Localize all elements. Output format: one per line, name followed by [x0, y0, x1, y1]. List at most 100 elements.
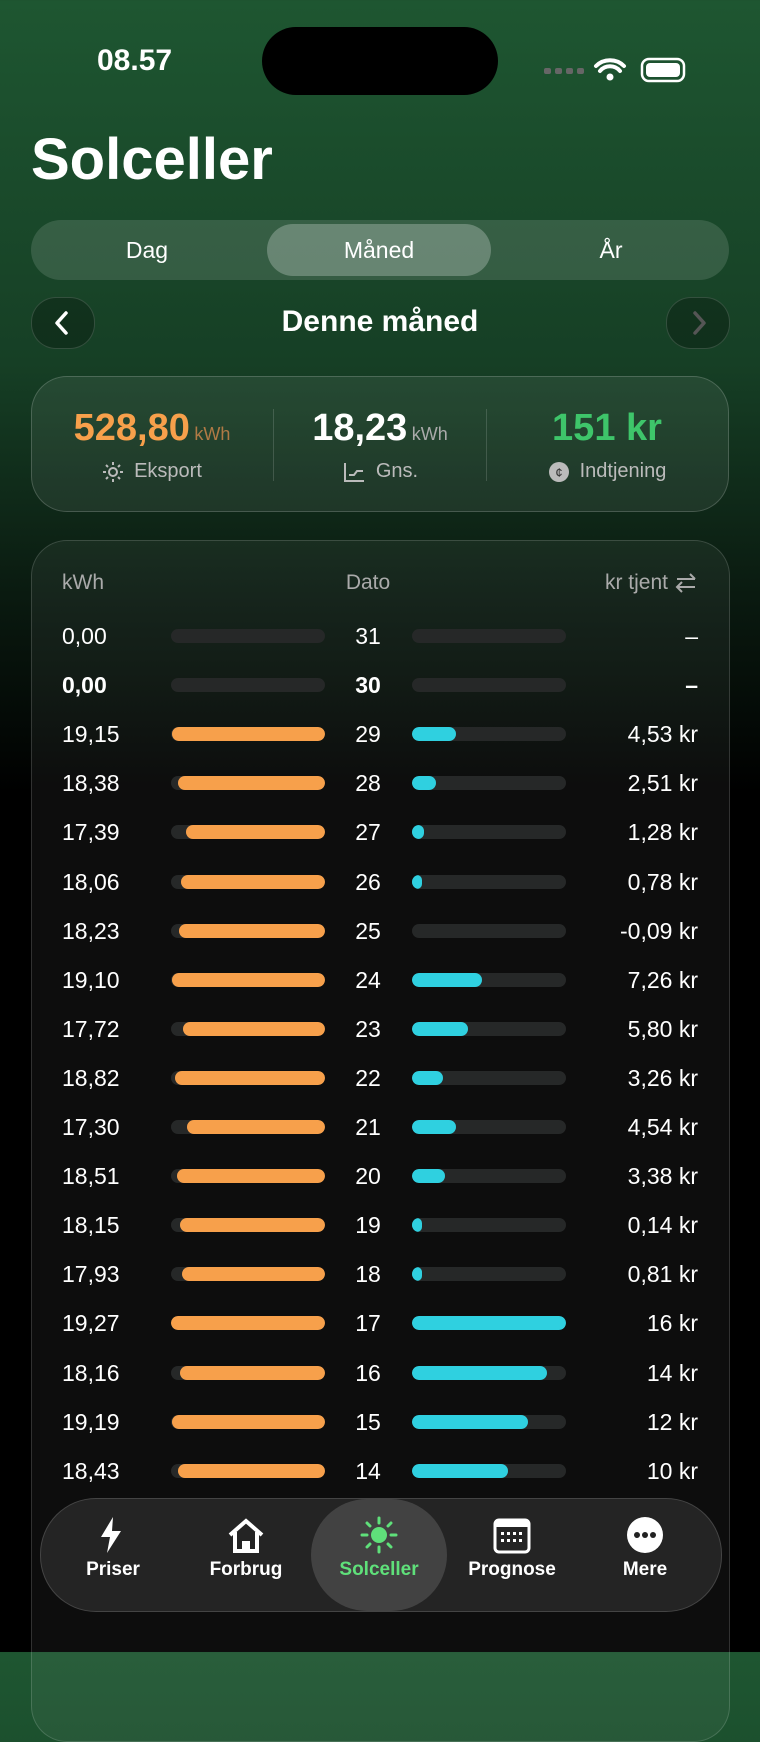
average-stat: 18,23 kWh Gns.: [274, 407, 486, 483]
tab-label: Forbrug: [209, 1559, 283, 1580]
segmented-control: Dag Måned År: [31, 220, 729, 280]
earnings-cell: –: [685, 623, 698, 649]
tab-icon: [360, 1516, 398, 1554]
average-unit: kWh: [411, 424, 448, 444]
earnings-track: [412, 1267, 566, 1282]
column-header: Dato: [345, 571, 391, 594]
tab-item[interactable]: Mere: [577, 1499, 713, 1611]
kwh-track: [171, 1021, 325, 1036]
earnings-cell: 12 kr: [646, 1408, 698, 1435]
column-header: kWh: [62, 571, 104, 594]
earnings-cell: 0,78 kr: [627, 868, 698, 895]
tab-item[interactable]: Priser: [45, 1499, 181, 1611]
kwh-cell: 18,15: [62, 1212, 120, 1239]
earnings-cell: 1,28 kr: [627, 819, 698, 846]
sun-icon: [103, 461, 124, 482]
earnings-cell: –: [685, 672, 698, 699]
kwh-cell: 17,72: [62, 1015, 120, 1042]
kwh-cell: 19,19: [62, 1408, 120, 1435]
earnings-cell: 16 kr: [646, 1310, 698, 1337]
kwh-track: [171, 629, 325, 643]
kwh-cell: 19,27: [62, 1310, 120, 1337]
earnings-bar: [412, 1365, 547, 1380]
date-cell: 31: [355, 623, 381, 649]
kwh-cell: 0,00: [62, 623, 107, 649]
kwh-bar: [177, 1463, 325, 1478]
date-cell: 28: [355, 770, 381, 797]
tab-label: Solceller: [339, 1559, 419, 1580]
date-cell: 20: [355, 1163, 381, 1190]
kwh-track: [171, 1169, 325, 1184]
kwh-cell: 18,38: [62, 770, 120, 797]
earnings-track: [412, 825, 566, 840]
tab-icon: [627, 1517, 663, 1553]
chart-icon: [343, 462, 364, 482]
earnings-bar: [412, 1218, 422, 1233]
date-cell: 23: [355, 1015, 381, 1042]
date-cell: 27: [355, 819, 381, 846]
export-value: 528,80: [73, 407, 190, 449]
kwh-bar: [172, 972, 325, 987]
kwh-track: [171, 1070, 325, 1085]
earnings-bar: [412, 1169, 445, 1184]
date-cell: 17: [355, 1310, 381, 1337]
divider: [273, 409, 274, 481]
earnings-track: [412, 1021, 566, 1036]
kwh-bar: [179, 1365, 325, 1380]
earnings-track: [412, 1365, 566, 1380]
date-cell: 25: [355, 917, 381, 944]
coin-icon: ¢: [548, 461, 569, 482]
earnings-bar: [412, 972, 482, 987]
segment-tab[interactable]: Dag: [125, 237, 169, 263]
date-cell: 22: [355, 1064, 381, 1091]
tab-label: Priser: [86, 1559, 140, 1580]
date-cell: 30: [355, 672, 381, 699]
earnings-cell: 4,53 kr: [627, 721, 698, 748]
export-stat: 528,80 kWh Eksport: [32, 407, 272, 483]
kwh-track: [171, 727, 325, 742]
period-title: Denne måned: [281, 305, 479, 338]
earnings-cell: 7,26 kr: [627, 966, 698, 993]
segment-tab[interactable]: Måned: [267, 224, 491, 276]
earnings-track: [412, 727, 566, 742]
segment-tab[interactable]: År: [599, 237, 623, 263]
average-value: 18,23: [312, 407, 408, 449]
kwh-track: [171, 972, 325, 987]
kwh-cell: 19,15: [62, 721, 120, 748]
dynamic-island: [262, 27, 498, 95]
kwh-cell: 18,23: [62, 917, 120, 944]
earnings-cell: 4,54 kr: [627, 1114, 698, 1140]
kwh-track: [171, 1267, 325, 1282]
tab-label: Prognose: [468, 1559, 556, 1580]
earnings-track: [412, 1070, 566, 1085]
column-header: kr tjent: [604, 571, 668, 594]
kwh-track: [171, 1463, 325, 1478]
kwh-track: [171, 1316, 325, 1331]
kwh-cell: 18,82: [62, 1064, 120, 1091]
export-label: Eksport: [134, 460, 202, 482]
kwh-bar: [171, 1414, 325, 1429]
tab-item[interactable]: Forbrug: [178, 1499, 314, 1611]
kwh-cell: 18,16: [62, 1359, 120, 1386]
earnings-cell: 2,51 kr: [627, 770, 698, 797]
earnings-track: [412, 1463, 566, 1478]
tab-item[interactable]: Prognose: [444, 1499, 580, 1611]
next-button[interactable]: [666, 297, 730, 349]
earnings-cell: 14 kr: [646, 1359, 698, 1386]
sort-icon[interactable]: [674, 572, 698, 594]
earnings-cell: 0,14 kr: [627, 1212, 698, 1239]
kwh-track: [171, 1365, 325, 1380]
tab-bar: Priser Forbrug Solceller Prognose Mere: [40, 1498, 722, 1612]
earnings-cell: 5,80 kr: [627, 1015, 698, 1042]
date-cell: 26: [355, 868, 381, 895]
tab-label: Mere: [622, 1559, 668, 1580]
earnings-value: 151 kr: [552, 407, 662, 449]
prev-button[interactable]: [31, 297, 95, 349]
summary-card: 528,80 kWh Eksport 18,23 kWh Gns. 151 kr…: [31, 376, 729, 512]
kwh-track: [171, 923, 325, 938]
earnings-bar: [412, 776, 437, 791]
tab-item[interactable]: Solceller: [311, 1499, 447, 1611]
kwh-track: [171, 874, 325, 889]
kwh-cell: 18,43: [62, 1457, 120, 1484]
kwh-track: [171, 678, 325, 693]
